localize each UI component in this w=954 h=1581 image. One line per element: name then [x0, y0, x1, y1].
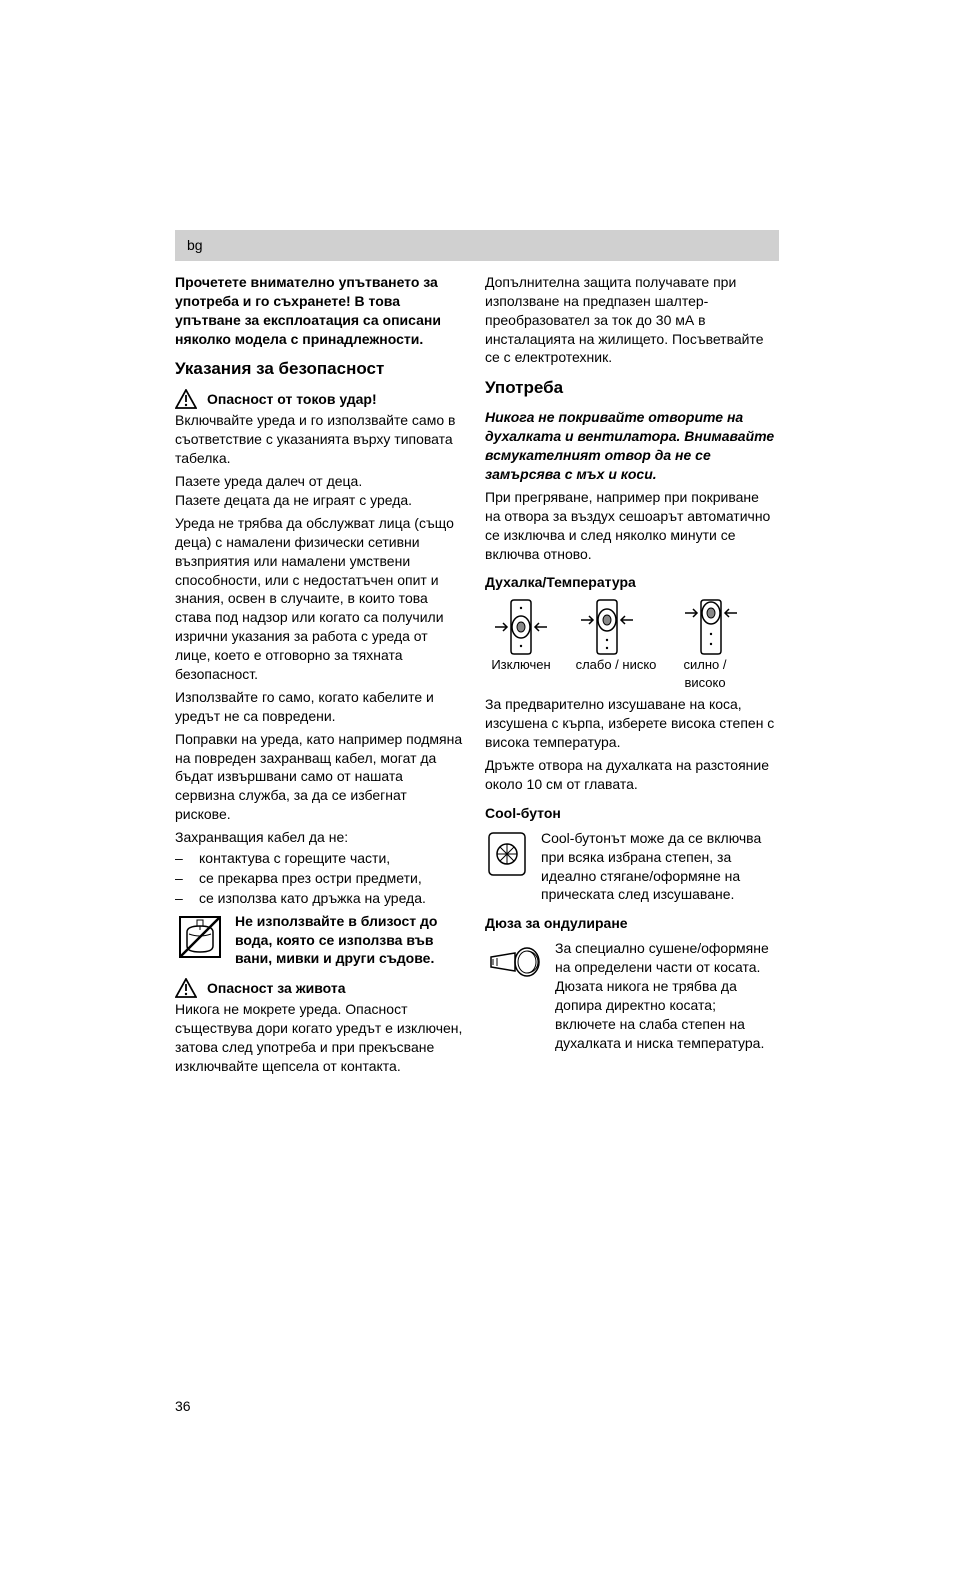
para-repairs: Поправки на уреда, като например подмяна…	[175, 730, 465, 824]
switch-low-icon	[571, 598, 643, 656]
para-cable-intro: Захранващия кабел да не:	[175, 828, 465, 847]
para-distance: Дръжте отвора на духалката на разстояние…	[485, 756, 775, 794]
nozzle-block: За специално сушене/оформяне на определе…	[485, 939, 775, 1052]
page-content: Прочетете внимателно упътването за употр…	[175, 273, 779, 1080]
water-warning-block: Не използвайте в близост до вода, която …	[175, 912, 465, 969]
para-overheat: При прегряване, например при покриване н…	[485, 488, 775, 564]
left-column: Прочетете внимателно упътването за употр…	[175, 273, 465, 1080]
use-warning: Никога не покривайте отворите на духалка…	[485, 408, 775, 484]
life-warning-title: Опасност за живота	[207, 979, 346, 998]
switch-high-icon	[675, 598, 747, 656]
para-damaged: Използвайте го само, когато кабелите и у…	[175, 688, 465, 726]
nozzle-text: За специално сушене/оформяне на определе…	[555, 939, 775, 1052]
para-persons: Уреда не трябва да обслужват лица (също …	[175, 514, 465, 684]
switch-low-label: слабо / ниско	[571, 656, 661, 674]
switch-diagram-row: Изключен слабо / ниско	[485, 598, 775, 691]
switch-off: Изключен	[485, 598, 557, 691]
intro-text: Прочетете внимателно упътването за употр…	[175, 273, 465, 349]
water-warning-text: Не използвайте в близост до вода, която …	[235, 912, 465, 969]
switch-off-icon	[485, 598, 557, 656]
nozzle-heading: Дюза за ондулиране	[485, 914, 775, 933]
use-heading: Употреба	[485, 377, 775, 400]
shock-warning-row: Опасност от токов удар!	[175, 389, 465, 409]
cool-heading: Cool-бутон	[485, 804, 775, 823]
para-predry: За предварително изсушаване на коса, изс…	[485, 695, 775, 752]
para-children-a: Пазете уреда далеч от деца.	[175, 472, 465, 491]
switch-off-label: Изключен	[485, 656, 557, 674]
switch-high-label: силно / високо	[675, 656, 735, 691]
no-water-icon	[175, 912, 225, 962]
warning-triangle-icon	[175, 978, 197, 998]
shock-warning-title: Опасност от токов удар!	[207, 390, 377, 409]
para-plug: Включвайте уреда и го използвайте само в…	[175, 411, 465, 468]
language-header: bg	[175, 230, 779, 261]
warning-triangle-icon	[175, 389, 197, 409]
para-wet: Никога не мокрете уреда. Опасност същест…	[175, 1000, 465, 1076]
blower-heading: Духалка/Температура	[485, 573, 775, 592]
list-item: –се използва като дръжка на уреда.	[175, 889, 465, 908]
language-code: bg	[187, 237, 203, 253]
cable-bullet-list: –контактува с горещите части, –се прекар…	[175, 849, 465, 908]
cool-block: Cool-бутонът може да се включва при всяк…	[485, 829, 775, 905]
para-children-b: Пазете децата да не играят с уреда.	[175, 491, 465, 510]
list-item: –се прекарва през остри предмети,	[175, 869, 465, 888]
para-extra-protection: Допълнителна защита получавате при изпол…	[485, 273, 775, 367]
right-column: Допълнителна защита получавате при изпол…	[485, 273, 775, 1080]
page-number: 36	[175, 1397, 191, 1416]
safety-heading: Указания за безопасност	[175, 358, 465, 381]
nozzle-icon	[485, 939, 543, 985]
life-warning-row: Опасност за живота	[175, 978, 465, 998]
list-item: –контактува с горещите части,	[175, 849, 465, 868]
cool-text: Cool-бутонът може да се включва при всяк…	[541, 829, 775, 905]
switch-high: силно / високо	[675, 598, 735, 691]
switch-low: слабо / ниско	[571, 598, 661, 691]
cool-button-icon	[485, 829, 529, 879]
